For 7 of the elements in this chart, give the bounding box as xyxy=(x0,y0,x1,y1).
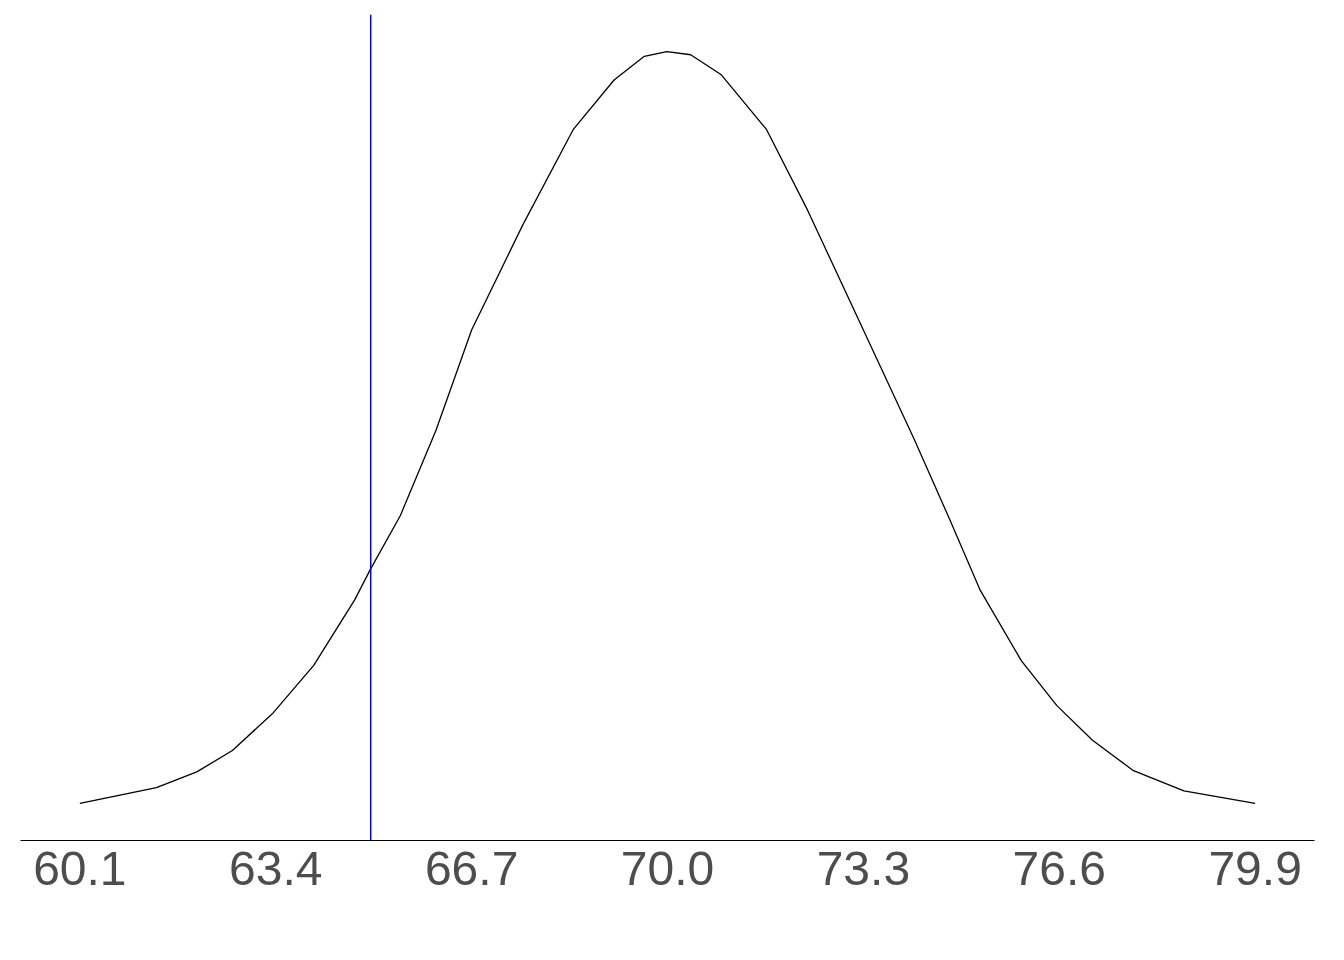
x-tick-label: 79.9 xyxy=(1208,841,1302,895)
x-tick-label: 66.7 xyxy=(424,841,519,895)
x-tick-label: 70.0 xyxy=(620,841,715,895)
x-tick-label: 63.4 xyxy=(229,841,323,895)
x-tick-label: 73.3 xyxy=(816,841,911,895)
x-tick-label: 76.6 xyxy=(1012,841,1106,895)
x-tick-label: 60.1 xyxy=(33,841,127,895)
